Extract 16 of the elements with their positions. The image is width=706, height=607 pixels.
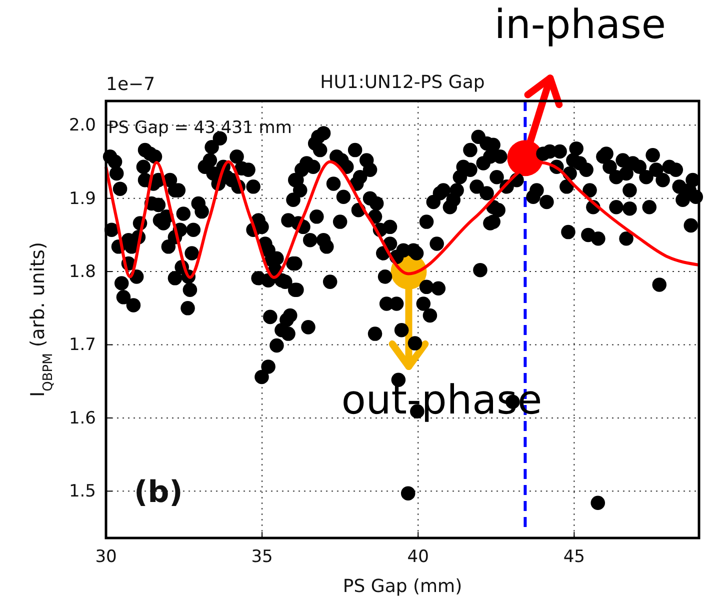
x-axis-title: PS Gap (mm) <box>342 576 462 597</box>
y-tick-label: 1.6 <box>68 408 96 428</box>
annotation: PS Gap = 43.431 mm <box>108 118 292 138</box>
text: 1e−7 <box>106 74 156 95</box>
x-tick-label: 30 <box>95 547 117 568</box>
x-tick-label: 35 <box>251 547 273 568</box>
y-tick-label: 1.9 <box>68 188 96 209</box>
y-tick-label: 2.0 <box>68 116 96 136</box>
annotation: (b) <box>134 475 183 510</box>
y-tick-label: 1.5 <box>68 482 96 502</box>
y-tick-label: 1.8 <box>68 262 96 282</box>
annotation: in-phase <box>494 2 666 48</box>
y-tick-label: 1.7 <box>68 335 96 356</box>
chart-title: HU1:UN12-PS Gap <box>320 72 485 93</box>
x-tick-label: 45 <box>563 547 585 568</box>
x-tick-label: 40 <box>407 547 429 568</box>
